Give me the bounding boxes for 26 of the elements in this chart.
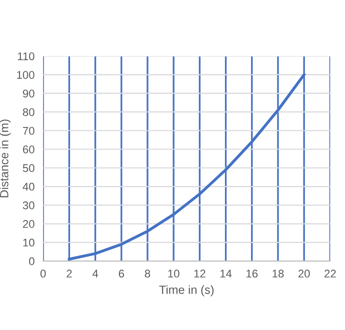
x-tick-label: 16 — [246, 270, 258, 278]
y-tick-label: 10 — [23, 238, 34, 247]
y-tick-label: 110 — [18, 52, 34, 60]
y-tick-label: 50 — [22, 164, 34, 172]
x-tick-label: 22 — [324, 270, 336, 278]
y-tick-label: 60 — [23, 146, 34, 154]
x-tick-label: 4 — [92, 270, 98, 278]
y-tick-label: 0 — [29, 257, 34, 266]
y-tick-label: 90 — [22, 90, 34, 98]
x-axis-title: Time in (s) — [159, 285, 214, 296]
x-tick-label: 18 — [272, 270, 284, 278]
x-tick-label: 12 — [194, 270, 206, 278]
y-tick-label: 40 — [22, 182, 34, 191]
y-tick-label: 70 — [23, 126, 34, 135]
y-tick-label: 30 — [22, 201, 34, 210]
x-tick-label: 8 — [144, 270, 150, 278]
x-tick-label: 20 — [298, 270, 310, 278]
x-tick-label: 10 — [168, 270, 180, 278]
y-tick-label: 20 — [22, 220, 34, 228]
x-tick-label: 2 — [66, 270, 72, 278]
y-axis-title: Distance in (m) — [0, 120, 11, 198]
x-tick-label: 0 — [40, 270, 46, 278]
x-tick-label: 6 — [118, 270, 124, 278]
y-tick-label: 80 — [22, 108, 34, 116]
y-tick-label: 100 — [17, 70, 34, 79]
x-tick-label: 14 — [220, 270, 232, 278]
